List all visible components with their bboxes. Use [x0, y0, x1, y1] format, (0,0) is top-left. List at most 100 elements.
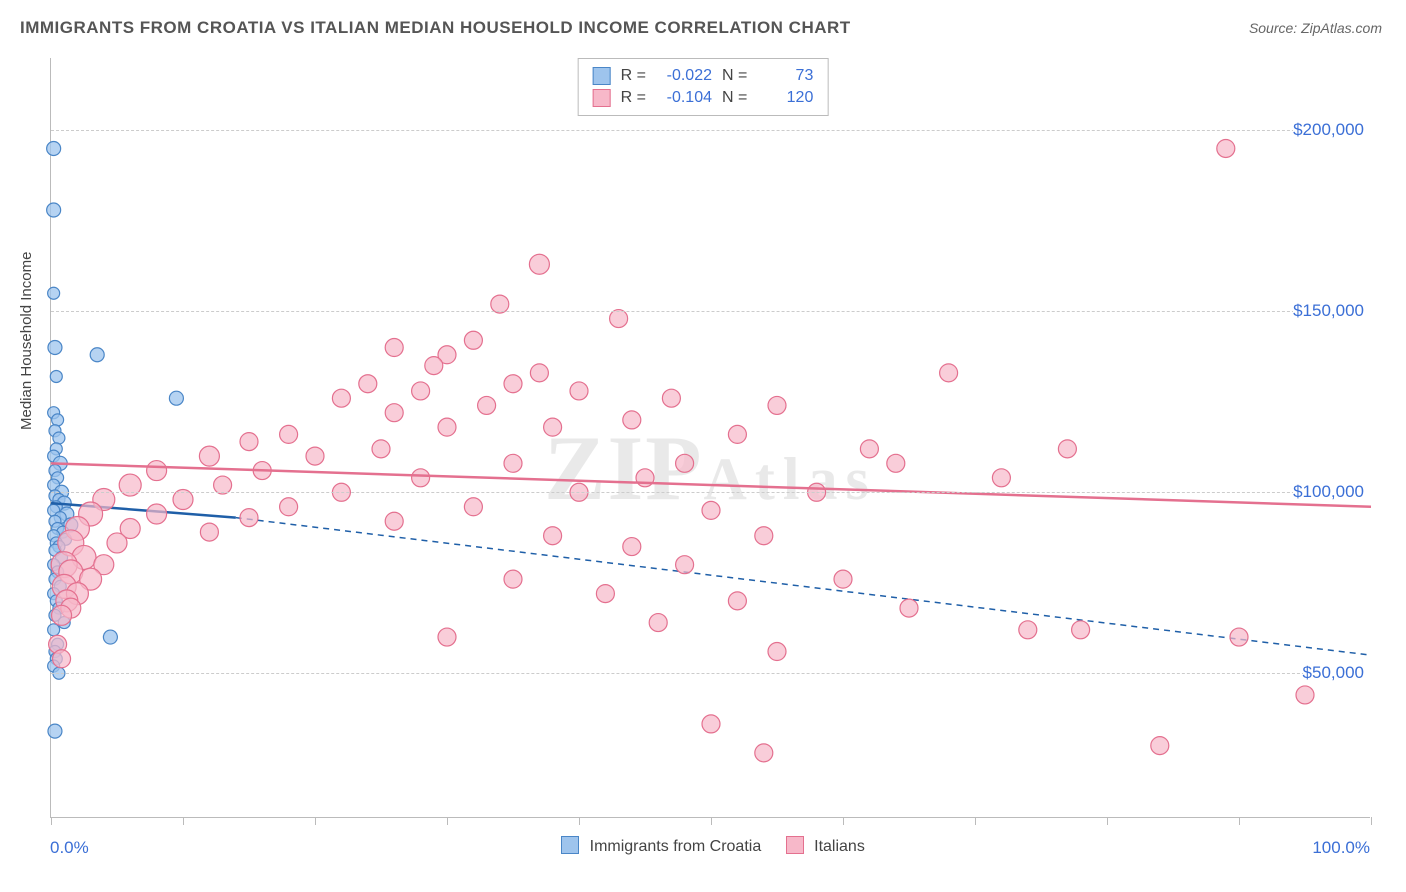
- data-point: [48, 724, 62, 738]
- data-point: [385, 339, 403, 357]
- x-tick: [51, 817, 52, 825]
- data-point: [1296, 686, 1314, 704]
- y-tick-label: $50,000: [1303, 663, 1372, 683]
- chart-title: IMMIGRANTS FROM CROATIA VS ITALIAN MEDIA…: [20, 18, 851, 38]
- data-point: [332, 389, 350, 407]
- r-value-italians: -0.104: [656, 89, 712, 107]
- data-point: [478, 396, 496, 414]
- n-label: N =: [722, 89, 747, 107]
- x-tick: [315, 817, 316, 825]
- x-tick: [183, 817, 184, 825]
- data-point: [1230, 628, 1248, 646]
- data-point: [662, 389, 680, 407]
- r-label: R =: [621, 67, 646, 85]
- data-point: [530, 364, 548, 382]
- data-point: [147, 461, 167, 481]
- data-point: [53, 432, 65, 444]
- n-value-croatia: 73: [757, 67, 813, 85]
- y-tick-label: $100,000: [1293, 482, 1372, 502]
- data-point: [53, 650, 71, 668]
- data-point: [1072, 621, 1090, 639]
- data-point: [425, 357, 443, 375]
- data-point: [504, 570, 522, 588]
- data-point: [887, 454, 905, 472]
- data-point: [728, 592, 746, 610]
- scatter-svg: [51, 58, 1370, 817]
- data-point: [676, 556, 694, 574]
- data-point: [240, 433, 258, 451]
- data-point: [596, 585, 614, 603]
- data-point: [412, 469, 430, 487]
- x-tick: [447, 817, 448, 825]
- data-point: [860, 440, 878, 458]
- data-point: [1151, 737, 1169, 755]
- data-point: [464, 498, 482, 516]
- swatch-italians: [593, 89, 611, 107]
- series-legend: Immigrants from Croatia Italians: [0, 836, 1406, 856]
- swatch-italians-icon: [786, 836, 804, 854]
- n-value-italians: 120: [757, 89, 813, 107]
- correlation-legend: R = -0.022 N = 73 R = -0.104 N = 120: [578, 58, 829, 116]
- data-point: [1019, 621, 1037, 639]
- y-axis-title: Median Household Income: [18, 252, 35, 430]
- data-point: [240, 509, 258, 527]
- data-point: [372, 440, 390, 458]
- data-point: [52, 414, 64, 426]
- data-point: [438, 628, 456, 646]
- data-point: [570, 382, 588, 400]
- data-point: [900, 599, 918, 617]
- r-value-croatia: -0.022: [656, 67, 712, 85]
- data-point: [623, 538, 641, 556]
- x-tick: [711, 817, 712, 825]
- data-point: [48, 341, 62, 355]
- r-label: R =: [621, 89, 646, 107]
- data-point: [107, 533, 127, 553]
- n-label: N =: [722, 67, 747, 85]
- data-point: [649, 614, 667, 632]
- data-point: [992, 469, 1010, 487]
- gridline: [51, 311, 1370, 312]
- x-tick: [843, 817, 844, 825]
- legend-row-croatia: R = -0.022 N = 73: [589, 65, 818, 87]
- data-point: [768, 643, 786, 661]
- data-point: [464, 331, 482, 349]
- data-point: [412, 382, 430, 400]
- data-point: [728, 425, 746, 443]
- gridline: [51, 492, 1370, 493]
- data-point: [200, 523, 218, 541]
- data-point: [834, 570, 852, 588]
- data-point: [504, 454, 522, 472]
- x-tick: [975, 817, 976, 825]
- source-value: ZipAtlas.com: [1301, 20, 1382, 36]
- swatch-croatia-icon: [561, 836, 579, 854]
- data-point: [52, 605, 72, 625]
- legend-row-italians: R = -0.104 N = 120: [589, 87, 818, 109]
- data-point: [385, 404, 403, 422]
- data-point: [280, 425, 298, 443]
- data-point: [768, 396, 786, 414]
- gridline: [51, 130, 1370, 131]
- swatch-croatia: [593, 67, 611, 85]
- data-point: [755, 744, 773, 762]
- data-point: [940, 364, 958, 382]
- x-tick: [1107, 817, 1108, 825]
- data-point: [280, 498, 298, 516]
- data-point: [504, 375, 522, 393]
- data-point: [385, 512, 403, 530]
- gridline: [51, 673, 1370, 674]
- x-tick: [579, 817, 580, 825]
- data-point: [47, 141, 61, 155]
- trendline: [51, 463, 1371, 506]
- data-point: [169, 391, 183, 405]
- data-point: [103, 630, 117, 644]
- data-point: [676, 454, 694, 472]
- data-point: [702, 715, 720, 733]
- data-point: [438, 418, 456, 436]
- y-tick-label: $200,000: [1293, 120, 1372, 140]
- data-point: [90, 348, 104, 362]
- data-point: [147, 504, 167, 524]
- data-point: [544, 418, 562, 436]
- data-point: [199, 446, 219, 466]
- trendline-extrapolated: [236, 518, 1371, 656]
- data-point: [755, 527, 773, 545]
